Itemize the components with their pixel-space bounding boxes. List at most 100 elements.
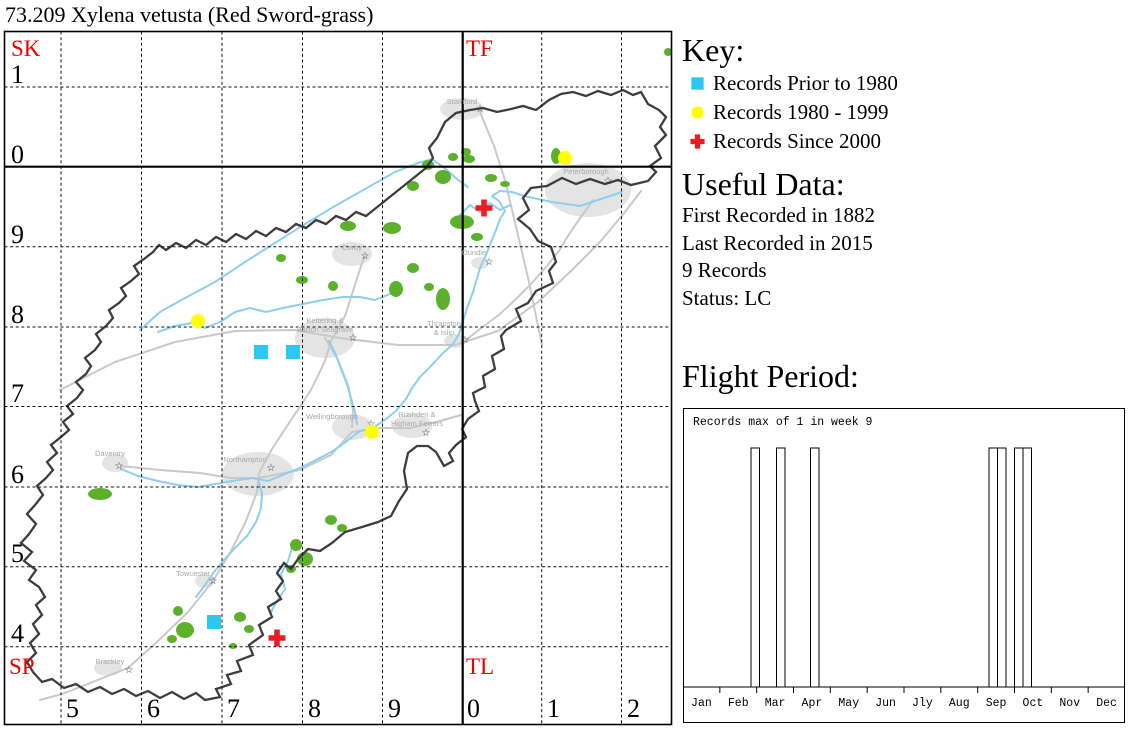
prior-1980-square-icon <box>691 76 704 90</box>
page-title: 73.209 Xylena vetusta (Red Sword-grass) <box>5 2 374 27</box>
y-axis-number: 4 <box>11 619 24 648</box>
x-axis-number: 8 <box>308 694 321 723</box>
town-label: Stamford <box>447 97 477 106</box>
month-label-Apr: Apr <box>802 697 823 710</box>
legend-item-since-2000: Records Since 2000 <box>689 128 881 153</box>
town-label: Thrapston <box>427 319 461 328</box>
town-star-icon: ☆ <box>476 104 485 115</box>
month-label-Jan: Jan <box>691 697 712 710</box>
status: Status: LC <box>682 285 772 310</box>
since-2000-cross-icon <box>690 133 705 149</box>
town-star-icon: ☆ <box>422 428 431 439</box>
town-star-icon: ☆ <box>367 419 376 430</box>
record-marker-prior-1980 <box>254 345 268 359</box>
town-label: Northampton <box>223 455 266 464</box>
town-label: Rushden & <box>398 410 435 419</box>
town-label: Kettering & <box>306 316 343 325</box>
legend-item-prior-1980: Records Prior to 1980 <box>689 70 898 95</box>
chart-bar-week-16 <box>810 447 820 688</box>
chart-bar-week-37 <box>988 447 998 688</box>
town-label: Peterborough <box>563 167 608 176</box>
town-label: Wellingborough <box>306 412 358 421</box>
record-marker-prior-1980 <box>286 345 300 359</box>
town-star-icon: ☆ <box>125 665 134 676</box>
x-axis-number: 6 <box>147 694 160 723</box>
y-axis-number: 9 <box>11 220 24 249</box>
last-recorded: Last Recorded in 2015 <box>682 230 873 255</box>
town-star-icon: ☆ <box>461 335 470 346</box>
y-axis-number: 0 <box>11 140 24 169</box>
useful-data-lines: First Recorded in 1882 Last Recorded in … <box>682 202 875 312</box>
record-marker-1980-1999 <box>191 314 205 328</box>
month-label-Jly: Jly <box>912 697 933 710</box>
record-markers <box>191 151 572 647</box>
grid-letters: SK TF SP TL <box>9 36 494 679</box>
flight-period-heading: Flight Period: <box>682 358 859 394</box>
record-marker-1980-1999 <box>558 151 572 165</box>
town-star-icon: ☆ <box>267 463 276 474</box>
first-recorded: First Recorded in 1882 <box>682 203 876 227</box>
month-label-Jun: Jun <box>875 697 896 710</box>
town-label: Oundle <box>462 248 486 257</box>
x-axis-number: 5 <box>66 694 79 723</box>
x-axis-number: 1 <box>547 694 560 723</box>
town-star-icon: ☆ <box>115 461 124 472</box>
key-heading: Key: <box>682 32 745 68</box>
town-star-icon: ☆ <box>604 176 613 187</box>
chart-bar-week-9 <box>750 447 760 688</box>
record-marker-since-2000 <box>268 629 286 647</box>
record-count: 9 Records <box>682 258 767 282</box>
x-axis-number: 7 <box>227 694 240 723</box>
chart-bar-week-40 <box>1014 447 1024 688</box>
legend-label: Records Since 2000 <box>713 128 881 153</box>
chart-bar-week-38 <box>997 447 1007 688</box>
grid-letter-SK: SK <box>11 36 41 61</box>
town-star-icon: ☆ <box>361 251 370 262</box>
town-star-icon: ☆ <box>209 576 218 587</box>
chart-frame <box>683 408 1125 723</box>
town-label: Higham Ferrers <box>391 419 443 428</box>
map-frame <box>3 30 673 726</box>
town-star-icon: ☆ <box>349 333 358 344</box>
county-boundary <box>19 88 668 702</box>
town-label: & Islip <box>434 328 454 337</box>
chart-note: Records max of 1 in week 9 <box>693 416 873 429</box>
x-axis-number: 2 <box>627 694 640 723</box>
month-label-Mar: Mar <box>765 697 786 710</box>
y-axis-number: 5 <box>11 539 24 568</box>
y-axis-number: 1 <box>11 60 24 89</box>
chart-bar-week-41 <box>1022 447 1032 688</box>
town-label: Barton Seagrave <box>297 325 353 334</box>
1980-1999-circle-icon <box>691 105 704 119</box>
legend-item-1980-1999: Records 1980 - 1999 <box>689 99 889 124</box>
town-label: Towcester <box>176 569 210 578</box>
month-label-Dec: Dec <box>1096 697 1117 710</box>
useful-data-heading: Useful Data: <box>682 166 845 202</box>
y-axis-number: 7 <box>11 379 24 408</box>
os-grid-lines <box>4 31 672 725</box>
map-background <box>4 31 672 725</box>
month-label-Oct: Oct <box>1023 697 1044 710</box>
month-label-Feb: Feb <box>728 697 749 710</box>
x-axis-number: 9 <box>388 694 401 723</box>
grid-letter-TF: TF <box>466 36 493 61</box>
town-label: Brackley <box>96 657 125 666</box>
flight-period-chart: Records max of 1 in week 9 Jan Feb Mar Apr Ma… <box>683 408 1125 723</box>
record-marker-1980-1999 <box>365 425 379 439</box>
town-star-icon: ☆ <box>485 257 494 268</box>
month-label-Sep: Sep <box>986 697 1007 710</box>
town-label: Daventry <box>95 449 125 458</box>
month-label-Nov: Nov <box>1059 697 1080 710</box>
legend-label: Records 1980 - 1999 <box>713 99 889 124</box>
grid-letter-SP: SP <box>9 654 35 679</box>
x-axis-number: 0 <box>467 694 480 723</box>
town-labels: Stamford☆Peterborough☆Corby☆ Oundle☆Kette… <box>95 97 613 676</box>
record-marker-since-2000 <box>475 199 493 217</box>
grid-letter-TL: TL <box>466 654 494 679</box>
month-label-May: May <box>838 697 859 710</box>
y-axis-number: 6 <box>11 460 24 489</box>
month-label-Aug: Aug <box>949 697 970 710</box>
legend-label: Records Prior to 1980 <box>713 70 898 95</box>
chart-bar-week-12 <box>776 447 786 688</box>
